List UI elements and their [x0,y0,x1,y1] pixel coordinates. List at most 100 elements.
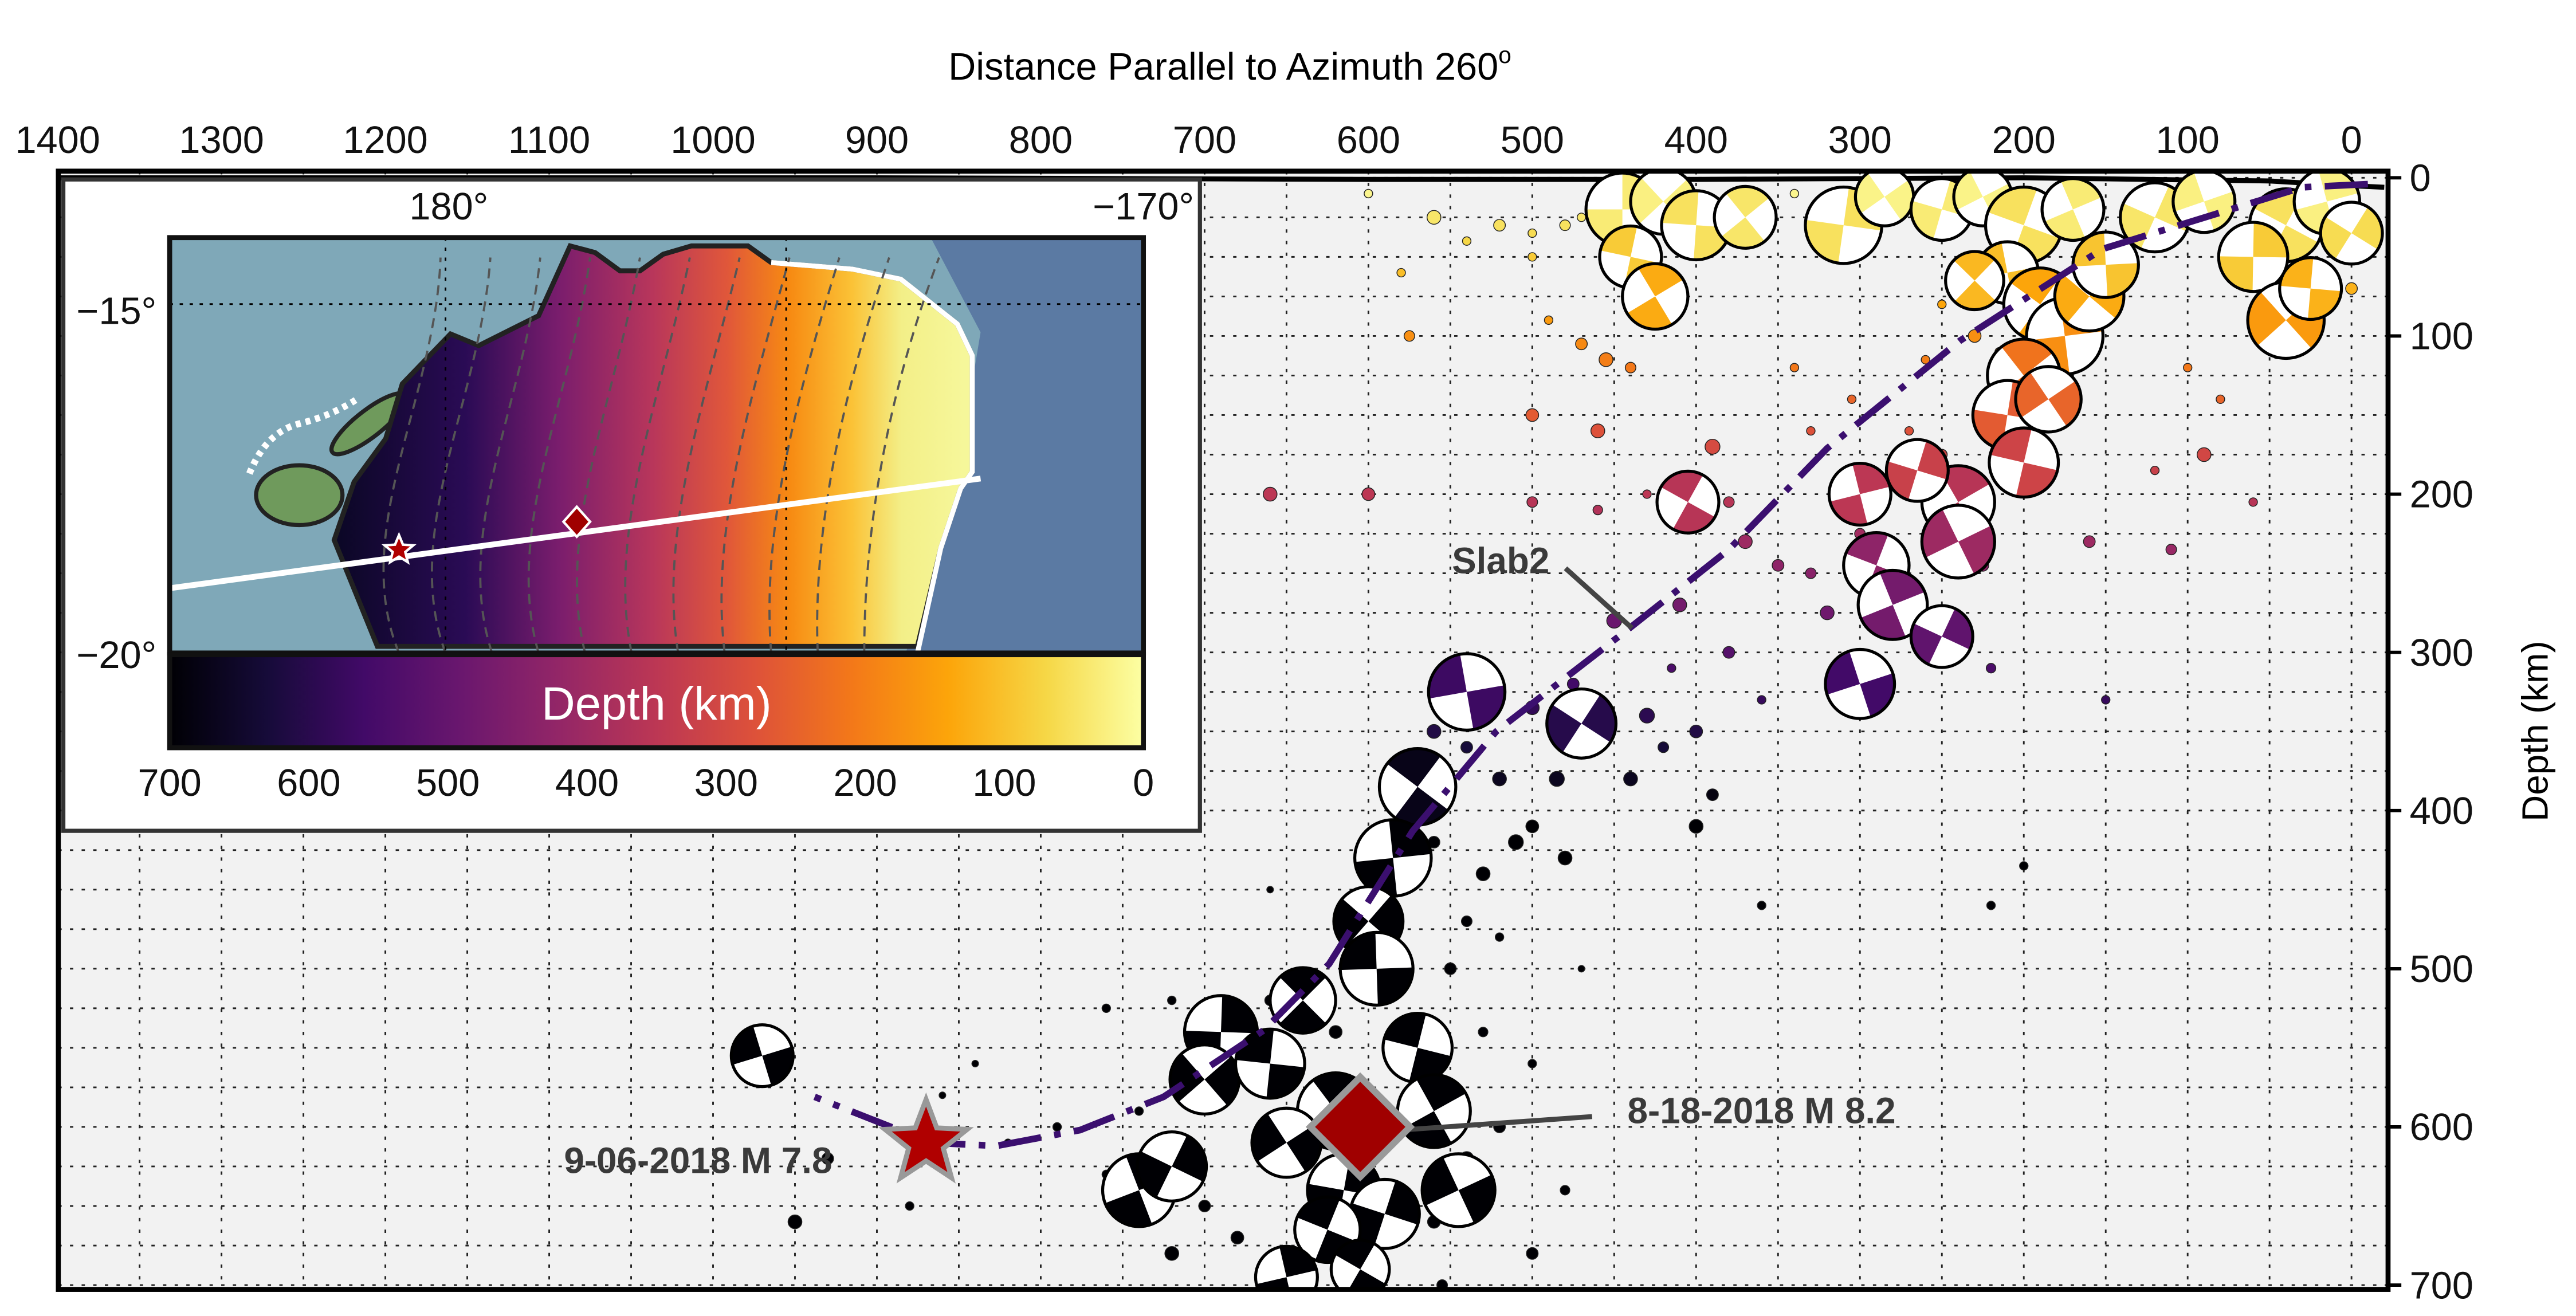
beachball-dilatation [1860,486,1891,524]
event-dot [1639,708,1655,724]
focal-mechanism [1234,1027,1306,1100]
event-dot [1986,901,1996,910]
beachball-dilatation [2067,296,2116,331]
beachball-dilatation [1974,260,2004,301]
beachball-outline [1329,1239,1391,1290]
beachball-dilatation [1257,1142,1306,1177]
depth-contour [479,257,541,653]
event-dot [1575,337,1588,351]
beachball-dilatation [2030,366,2076,399]
event-dot [1460,916,1472,928]
focal-mechanism [1827,461,1892,527]
lat-label-20s: −20° [76,634,156,677]
m82-leader-line [1379,1114,1593,1134]
beachball-outline [2217,221,2290,293]
focal-mechanism [2217,221,2290,293]
beachball-dilatation [1745,198,1777,242]
plot-frame [56,168,2391,1292]
beachball-dilatation [1434,1093,1471,1143]
reef-white [246,396,360,475]
event-dot [1527,252,1537,262]
event-dot [1101,1003,1111,1013]
event-dot [1525,408,1540,422]
event-dot [1263,486,1278,502]
x-tick-label: 1200 [343,119,427,162]
focal-mechanism [2278,256,2343,321]
beachball-dilatation [2001,242,2038,273]
event-dot [1642,489,1652,499]
event-dot [1403,330,1415,342]
event-dot [2165,544,2177,556]
event-dot [1623,771,1638,787]
beachball-dilatation [1945,260,1975,302]
beachball-outline [1269,966,1337,1035]
event-dot [1525,819,1540,834]
event-dot [1549,771,1565,787]
focal-mechanism [1269,966,1337,1035]
beachball-outline [1884,438,1950,503]
beachball-dilatation [1340,968,1378,1005]
beachball-dilatation [2218,222,2254,257]
focal-mechanism [1944,250,2005,312]
event-dot [1508,834,1524,850]
x-tick-label: 300 [1828,119,1892,162]
x-tick-label: 1400 [15,119,100,162]
event-dot [1426,724,1442,739]
focal-mechanism [1381,1011,1454,1084]
beachball-dilatation [1460,653,1505,692]
beachball-outline [1944,250,2005,312]
beachball-dilatation [2141,217,2187,252]
event-dot [1478,1027,1489,1038]
beachball-dilatation [1860,197,1902,226]
beachball-dilatation [1379,764,1418,818]
event-dot [1266,886,1274,894]
focal-mechanism [1338,930,1415,1007]
beachball-dilatation [1140,1132,1187,1166]
beachball-outline [1713,184,1778,250]
m82-diamond-inset [561,505,592,539]
beachball-dilatation [1302,977,1336,1024]
focal-mechanisms [729,171,2384,1290]
event-dot [1577,965,1585,973]
event-dot [1723,496,1735,508]
beachball-dilatation [1641,171,1687,202]
y-tick-label: 700 [2410,1264,2473,1307]
beachball-dilatation [2027,298,2065,341]
x-tick-label: 700 [1173,119,1236,162]
y-tick-label: 200 [2410,474,2473,516]
focal-mechanism [1884,438,1950,503]
beachball-outline [2319,201,2384,266]
fiji-viti-levu [254,463,345,528]
focal-mechanism [1420,1152,1497,1228]
x-tick-label: 0 [2341,119,2362,162]
beachball-dilatation [1156,1166,1203,1201]
depth-contour [863,257,940,653]
focal-mechanism [1920,504,1996,580]
focal-mechanism [1909,604,1974,669]
depth-contour [576,257,641,653]
event-dot [1672,598,1687,612]
colorbar-label: Depth (km) [541,678,772,730]
y-tick-label: 500 [2410,948,2473,991]
focal-mechanism [2040,176,2106,242]
event-dot [1526,496,1538,508]
beachball-dilatation [2123,183,2169,218]
x-axis-title: Distance Parallel to Azimuth 260o [948,42,1511,88]
beachball-dilatation [1426,1190,1474,1227]
event-dot [1789,188,1800,199]
beachball-outline [1420,1152,1497,1228]
beachball-dilatation [1184,995,1223,1032]
beachball-dilatation [1267,1108,1316,1143]
beachball-dilatation [1942,505,1991,542]
beachball-outline [1427,652,1507,732]
beachball-dilatation [2064,331,2103,374]
beachball-dilatation [2310,257,2342,292]
event-dot [2083,535,2096,548]
colorbar-tick-label: 100 [972,762,1036,804]
beachball-outline [1827,461,1892,527]
event-dot [1688,819,1704,834]
focal-mechanism [1598,224,1663,289]
depth-contour [768,257,841,653]
event-dot [1444,962,1457,975]
beachball-dilatation [1178,1079,1227,1114]
